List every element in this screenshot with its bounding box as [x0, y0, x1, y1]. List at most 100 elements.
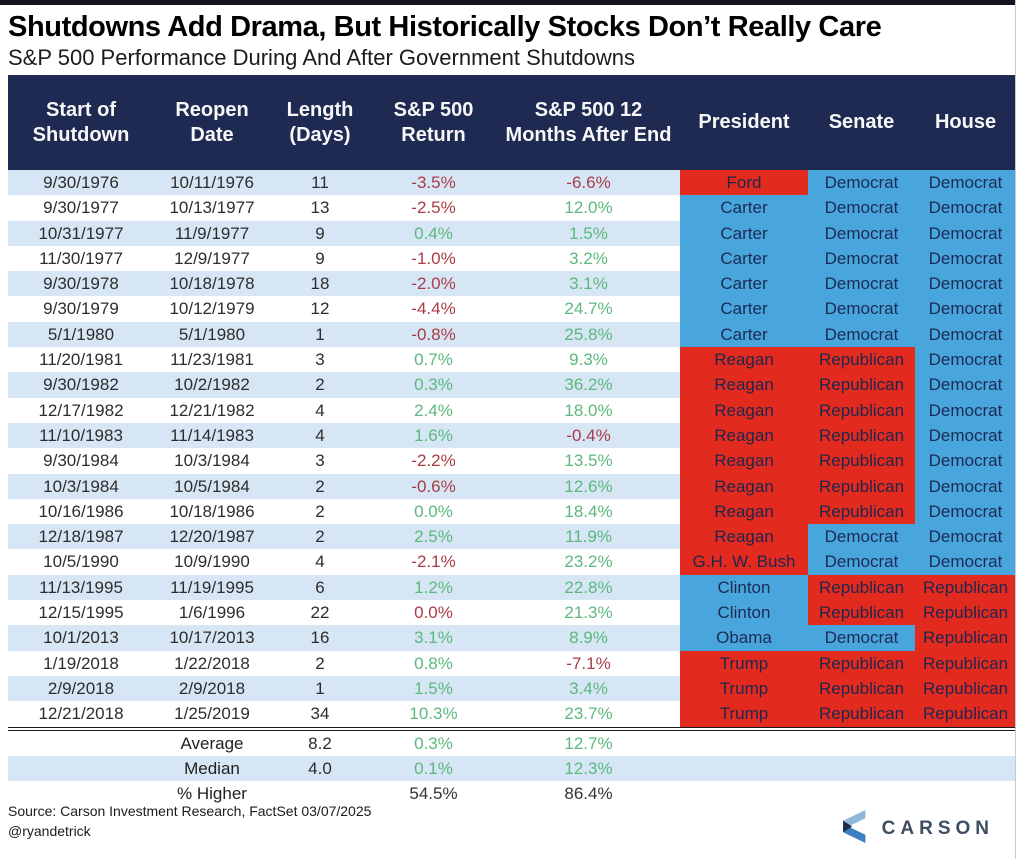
cell-reopen-date: 11/19/1995: [170, 577, 254, 597]
cell-senate: Republican: [808, 650, 915, 676]
cell-president: Reagan: [680, 473, 808, 499]
cell-start-date: 12/18/1987: [38, 527, 124, 547]
cell-sp500-return: 3.1%: [414, 628, 453, 648]
page-subtitle: S&P 500 Performance During And After Gov…: [8, 45, 635, 71]
cell-length-days: 4: [315, 425, 325, 445]
table-row: 10/3/1984 10/5/1984 2 -0.6% 12.6% Reagan Repub…: [8, 473, 1015, 499]
cell-sp500-12mo-after: 13.5%: [564, 451, 613, 471]
summary-after: 12.3%: [564, 758, 613, 778]
cell-start-date: 9/30/1977: [43, 198, 119, 218]
cell-reopen-date: 1/6/1996: [178, 603, 246, 623]
cell-sp500-return: 10.3%: [409, 704, 458, 724]
cell-reopen-date: 2/9/2018: [178, 678, 246, 698]
cell-senate: Republican: [808, 574, 915, 601]
cell-sp500-12mo-after: 18.0%: [564, 400, 613, 420]
cell-empty: [808, 756, 915, 781]
cell-sp500-return: -2.5%: [411, 198, 456, 218]
cell-sp500-return: 0.4%: [414, 223, 453, 243]
cell-length-days: 2: [315, 375, 325, 395]
cell-start-date: 2/9/2018: [47, 678, 115, 698]
cell-president: G.H. W. Bush: [680, 549, 808, 575]
cell-house: Democrat: [915, 195, 1015, 221]
cell-start-date: 1/19/2018: [43, 653, 119, 673]
cell-sp500-12mo-after: 24.7%: [564, 299, 613, 319]
cell-reopen-date: 11/9/1977: [174, 223, 250, 243]
table-header: Start of Shutdown Reopen Date Length (Days…: [8, 75, 1015, 170]
cell-length-days: 9: [315, 223, 325, 243]
cell-president: Reagan: [680, 498, 808, 525]
cell-length-days: 1: [315, 678, 325, 698]
cell-president: Reagan: [680, 372, 808, 398]
cell-reopen-date: 10/13/1977: [169, 198, 255, 218]
cell-senate: Republican: [808, 422, 915, 449]
cell-house: Democrat: [915, 397, 1015, 423]
top-rule: [0, 0, 1015, 5]
table-row: 12/21/2018 1/25/2019 34 10.3% 23.7% Trump Repu…: [8, 701, 1015, 729]
summary-row: % Higher 54.5% 86.4%: [8, 781, 1015, 806]
cell-length-days: 11: [311, 173, 329, 192]
table-row: 11/20/1981 11/23/1981 3 0.7% 9.3% Reagan Repub…: [8, 347, 1015, 373]
cell-reopen-date: 10/11/1976: [170, 173, 254, 192]
cell-reopen-date: 10/18/1986: [169, 501, 255, 521]
table-row: 2/9/2018 2/9/2018 1 1.5% 3.4% Trump Republican…: [8, 675, 1015, 702]
cell-sp500-12mo-after: 3.2%: [569, 248, 608, 268]
cell-house: Republican: [915, 600, 1015, 626]
cell-reopen-date: 10/9/1990: [174, 552, 250, 572]
cell-start-date: 9/30/1976: [43, 173, 119, 192]
table-row: 12/17/1982 12/21/1982 4 2.4% 18.0% Reagan Repu…: [8, 397, 1015, 423]
cell-house: Democrat: [915, 347, 1015, 373]
cell-sp500-12mo-after: 22.8%: [564, 577, 613, 597]
cell-sp500-return: 0.8%: [414, 653, 453, 673]
summary-label: Median: [184, 758, 240, 778]
cell-length-days: 2: [315, 476, 325, 496]
cell-reopen-date: 12/21/1982: [169, 400, 255, 420]
cell-reopen-date: 10/2/1982: [174, 375, 250, 395]
cell-sp500-12mo-after: 3.1%: [569, 274, 608, 294]
cell-house: Democrat: [915, 170, 1015, 196]
cell-reopen-date: 11/23/1981: [170, 350, 254, 370]
cell-house: Democrat: [915, 245, 1015, 272]
cell-reopen-date: 12/20/1987: [169, 527, 255, 547]
cell-house: Republican: [915, 701, 1015, 729]
cell-president: Trump: [680, 701, 808, 729]
cell-senate: Republican: [808, 701, 915, 729]
cell-start-date: 9/30/1979: [43, 299, 119, 319]
cell-house: Democrat: [915, 422, 1015, 449]
summary-length: 4.0: [308, 758, 332, 778]
cell-house: Republican: [915, 675, 1015, 702]
cell-sp500-12mo-after: -6.6%: [566, 173, 611, 192]
summary-after: 86.4%: [564, 784, 613, 804]
table-row: 10/31/1977 11/9/1977 9 0.4% 1.5% Carter Democr…: [8, 220, 1015, 246]
cell-reopen-date: 10/12/1979: [169, 299, 255, 319]
cell-senate: Democrat: [808, 625, 915, 651]
page-title: Shutdowns Add Drama, But Historically St…: [8, 11, 882, 43]
table-row: 9/30/1982 10/2/1982 2 0.3% 36.2% Reagan Republ…: [8, 372, 1015, 398]
cell-empty: [915, 756, 1015, 781]
cell-president: Carter: [680, 271, 808, 297]
cell-length-days: 2: [315, 653, 325, 673]
cell-sp500-return: -2.0%: [411, 274, 456, 294]
summary-label: Average: [154, 726, 270, 756]
cell-sp500-12mo-after: 23.7%: [564, 704, 613, 724]
table-row: 12/18/1987 12/20/1987 2 2.5% 11.9% Reagan Demo…: [8, 524, 1015, 550]
cell-sp500-12mo-after: 25.8%: [564, 324, 613, 344]
cell-empty: [680, 756, 808, 781]
cell-empty: [808, 726, 915, 756]
cell-president: Clinton: [680, 600, 808, 626]
summary-row: Median 4.0 0.1% 12.3%: [8, 755, 1015, 782]
cell-length-days: 13: [310, 198, 330, 218]
cell-start-date: 12/17/1982: [38, 400, 124, 420]
table-body: 9/30/1976 10/11/1976 11 -3.5% -6.6% Ford Democ…: [8, 170, 1015, 806]
cell-senate: Republican: [808, 372, 915, 398]
cell-house: Republican: [915, 574, 1015, 601]
table-row: 9/30/1978 10/18/1978 18 -2.0% 3.1% Carter Demo…: [8, 271, 1015, 297]
cell-start-date: 9/30/1984: [43, 451, 119, 471]
cell-senate: Democrat: [808, 170, 915, 196]
cell-sp500-12mo-after: 12.0%: [564, 198, 613, 218]
cell-senate: Republican: [808, 397, 915, 423]
source-block: Source: Carson Investment Research, Fact…: [8, 802, 371, 841]
cell-president: Reagan: [680, 448, 808, 474]
cell-reopen-date: 10/3/1984: [174, 451, 250, 471]
column-header: Reopen Date: [154, 75, 270, 170]
cell-house: Democrat: [915, 498, 1015, 525]
